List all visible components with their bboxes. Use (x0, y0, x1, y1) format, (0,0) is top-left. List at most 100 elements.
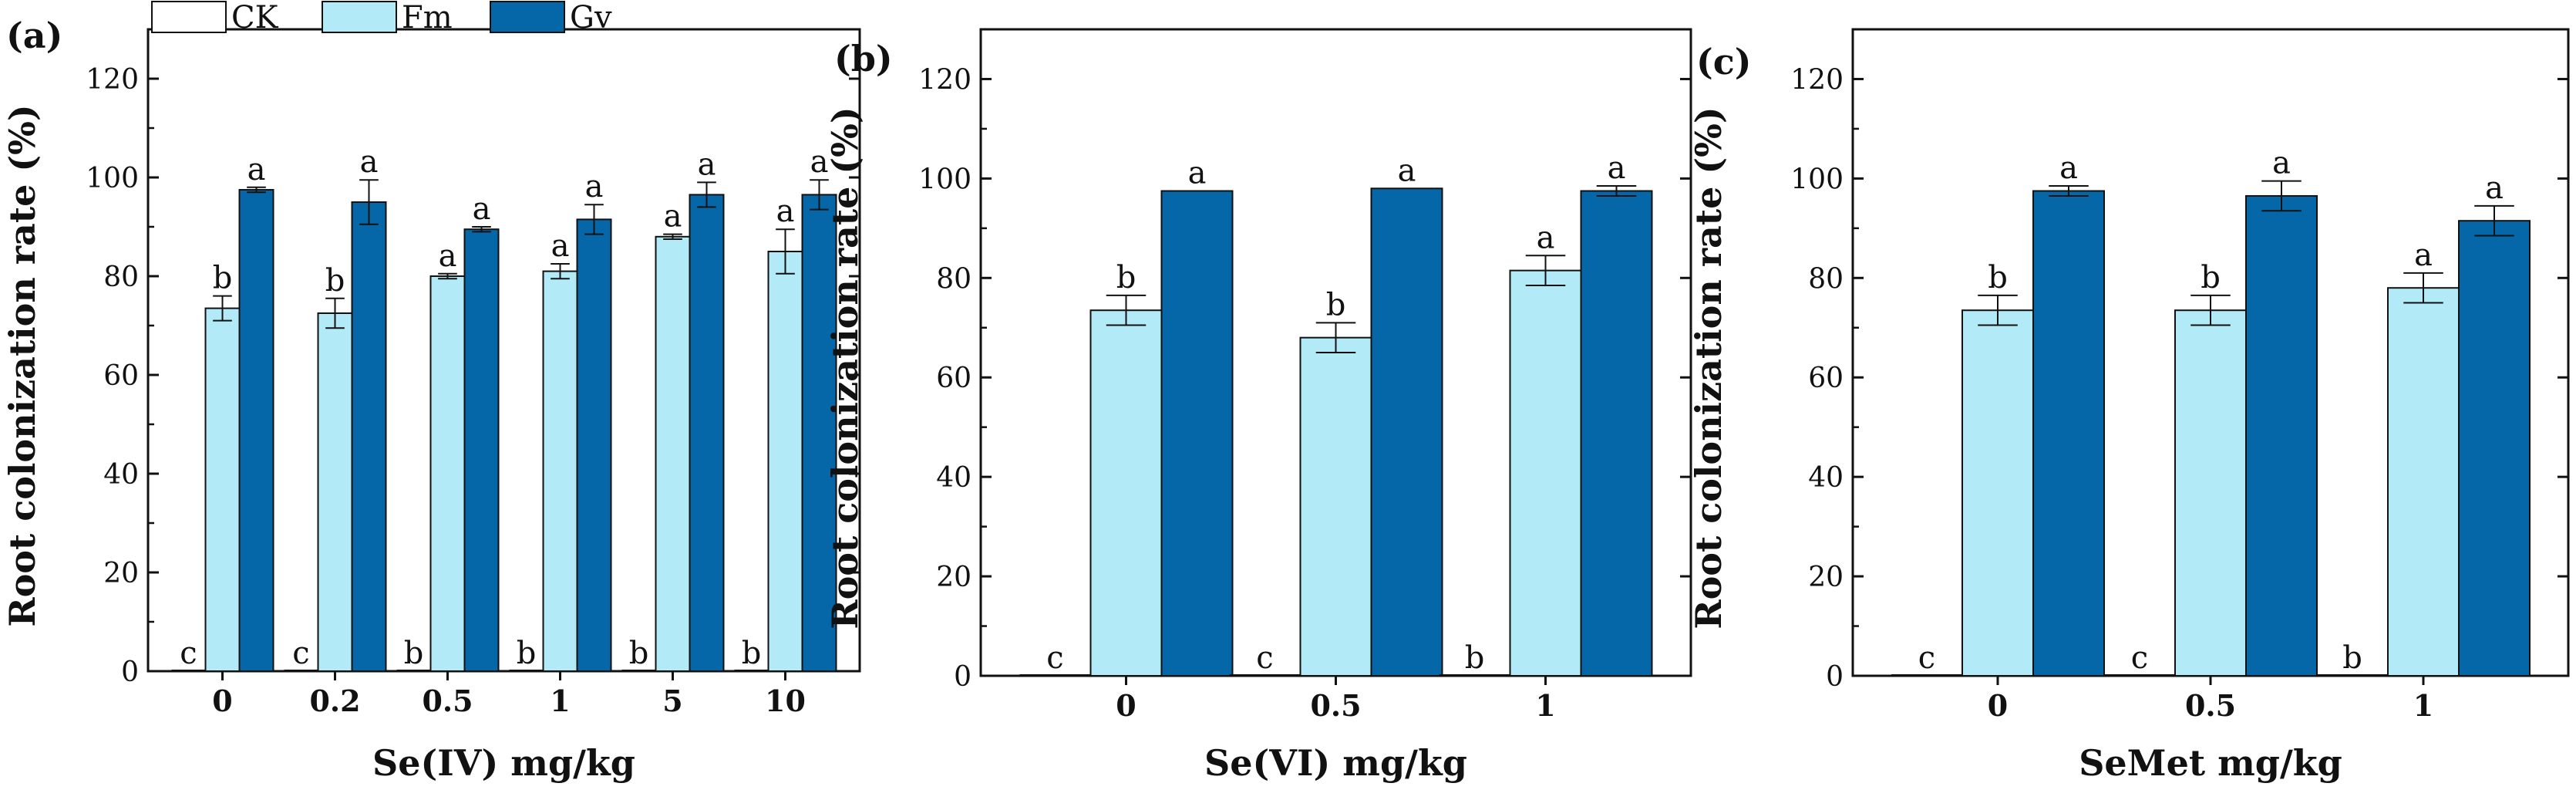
significance-letter: a (585, 169, 604, 204)
significance-letter: a (1398, 153, 1416, 188)
y-tick-label: 0 (121, 657, 139, 688)
bar-gv (351, 201, 387, 672)
x-tick-label: 0 (212, 684, 232, 718)
y-tick-label: 120 (918, 64, 971, 96)
x-tick-label: 5 (662, 684, 682, 718)
significance-letter: b (325, 263, 345, 299)
bar-fm (2174, 309, 2247, 677)
significance-letter: a (247, 152, 266, 187)
y-tick-label: 20 (103, 558, 139, 589)
chart-panel-2: 0 20 40 60 80 100 120 0 c b a 0.5 c b a 1 b a a Se(VI) mg/k… (824, 28, 1692, 784)
legend-swatch-gv (490, 1, 565, 33)
bar-gv (1160, 190, 1234, 677)
significance-letter: b (213, 261, 233, 296)
significance-letter: a (776, 194, 795, 229)
significance-letter: a (810, 144, 829, 180)
bar-gv (463, 228, 500, 672)
y-tick-label: 40 (936, 462, 971, 494)
bar-fm (317, 312, 353, 672)
x-tick-label: 0.5 (1310, 688, 1361, 723)
significance-letter: a (360, 144, 379, 180)
significance-letter: b (742, 636, 762, 671)
panel-label: (b) (834, 38, 893, 79)
y-tick-label: 20 (1808, 562, 1844, 593)
significance-letter: c (180, 636, 197, 671)
significance-letter: a (2485, 170, 2504, 206)
significance-letter: a (1608, 150, 1626, 186)
legend: CK Fm Gv (151, 0, 612, 35)
y-tick-label: 100 (918, 164, 971, 195)
bar-gv (689, 194, 725, 672)
x-tick-label: 0.5 (2185, 688, 2236, 723)
bar-gv (2458, 220, 2531, 677)
legend-label-ck: CK (231, 0, 279, 35)
bar-fm (1509, 269, 1582, 677)
x-tick-label: 10 (765, 684, 806, 718)
bar-fm (767, 251, 803, 672)
significance-letter: a (1537, 220, 1555, 255)
x-tick-label: 1 (2413, 688, 2433, 723)
y-tick-label: 60 (103, 360, 139, 392)
y-tick-label: 100 (86, 163, 139, 194)
bar-fm (655, 235, 691, 672)
significance-letter: c (292, 636, 309, 671)
x-tick-label: 1 (550, 684, 570, 718)
significance-letter: a (1188, 156, 1207, 191)
x-axis-title: SeMet mg/kg (2079, 742, 2342, 784)
significance-letter: a (2059, 150, 2078, 186)
significance-letter: a (551, 228, 570, 264)
significance-letter: a (439, 238, 457, 274)
panel-label: (a) (6, 15, 62, 56)
y-tick-label: 80 (1808, 263, 1844, 295)
significance-letter: b (517, 636, 537, 671)
bar-fm (2387, 287, 2460, 677)
significance-letter: a (473, 191, 491, 227)
significance-letter: c (2131, 640, 2148, 676)
y-tick-label: 0 (954, 661, 971, 693)
y-tick-label: 60 (936, 363, 971, 394)
significance-letter: b (629, 636, 649, 671)
y-tick-label: 0 (1826, 661, 1844, 693)
significance-letter: c (1918, 640, 1935, 676)
significance-letter: a (2414, 238, 2433, 273)
x-axis-title: Se(VI) mg/kg (1204, 742, 1467, 784)
significance-letter: b (2342, 640, 2362, 676)
bar-fm (1961, 309, 2034, 677)
y-axis-title: Root colonization rate (%) (2, 104, 43, 626)
bar-fm (1299, 336, 1372, 677)
significance-letter: a (698, 147, 716, 182)
y-axis-title: Root colonization rate (%) (1688, 106, 1729, 629)
y-tick-label: 120 (86, 64, 139, 96)
significance-letter: c (1256, 640, 1273, 676)
bar-fm (204, 307, 241, 672)
significance-letter: c (1046, 640, 1063, 676)
significance-letter: b (404, 636, 424, 671)
bar-gv (238, 189, 274, 672)
significance-letter: b (2201, 260, 2221, 295)
bar-gv (576, 218, 612, 672)
significance-letter: a (2272, 146, 2291, 181)
bar-fm (429, 275, 466, 672)
y-tick-label: 40 (1808, 462, 1844, 494)
significance-letter: b (1988, 260, 2008, 295)
bar-gv (1370, 187, 1443, 677)
legend-swatch-fm (322, 1, 397, 33)
chart-panel-1: 0204060801001200cba0.2cba0.5baa1baa5baa1… (2, 15, 861, 784)
bar-fm (542, 270, 578, 673)
bar-gv (2245, 194, 2318, 677)
y-tick-label: 20 (936, 562, 971, 593)
legend-label-gv: Gv (570, 0, 612, 35)
y-tick-label: 100 (1790, 164, 1844, 195)
y-tick-label: 40 (103, 459, 139, 491)
x-tick-label: 0.5 (422, 684, 473, 718)
bar-gv (2032, 190, 2105, 677)
x-tick-label: 0.2 (309, 684, 360, 718)
y-tick-label: 60 (1808, 363, 1844, 394)
significance-letter: b (1326, 287, 1346, 322)
legend-label-fm: Fm (402, 0, 453, 35)
y-tick-label: 120 (1790, 64, 1844, 96)
x-tick-label: 0 (1988, 688, 2008, 723)
bar-fm (1089, 309, 1163, 677)
significance-letter: b (1116, 260, 1136, 295)
